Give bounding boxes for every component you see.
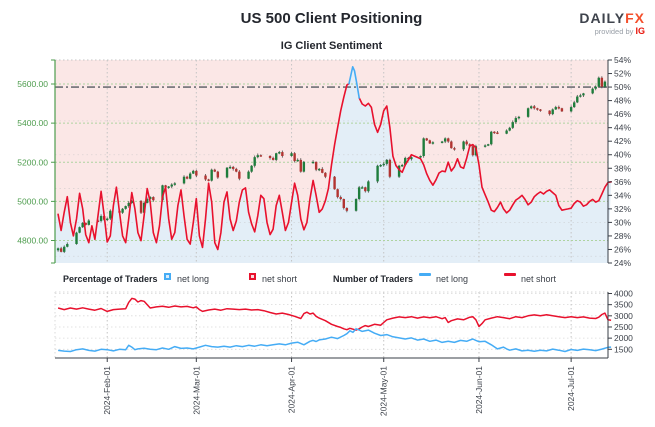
pct-tick-label: 26%: [614, 244, 631, 254]
net-short-pct-line: [358, 97, 612, 214]
net-short-count-line: [57, 297, 612, 331]
net-long-line-swatch[interactable]: [419, 273, 431, 276]
ig-logo: IG: [635, 26, 645, 36]
legend-net-short-pct-label[interactable]: net short: [262, 274, 298, 284]
legend-number-header: Number of Traders: [333, 274, 414, 284]
count-tick-label: 1500: [614, 344, 633, 354]
pct-tick-label: 46%: [614, 109, 631, 119]
net-long-pct-line: [348, 66, 361, 99]
pct-tick-label: 38%: [614, 163, 631, 173]
main-axes: 4800.00 5000.00 5200.00 5400.00 5600.00 24% 26…: [17, 55, 631, 268]
pct-tick-label: 30%: [614, 217, 631, 227]
count-tick-label: 2500: [614, 322, 633, 332]
pct-tick-label: 52%: [614, 69, 631, 79]
dailyfx-logo[interactable]: DAILYFX provided by IG: [579, 10, 645, 38]
pct-tick-label: 40%: [614, 150, 631, 160]
pct-tick-label: 24%: [614, 258, 631, 268]
pct-tick-label: 42%: [614, 136, 631, 146]
page-title: US 500 Client Positioning: [240, 10, 423, 27]
price-tick-label: 5600.00: [17, 79, 48, 89]
pct-tick-label: 48%: [614, 96, 631, 106]
date-tick-label: 2024-Jun-01: [474, 366, 484, 414]
count-tick-label: 3000: [614, 311, 633, 321]
legend-net-short-count-label[interactable]: net short: [521, 274, 557, 284]
legend-percentage-header: Percentage of Traders: [63, 274, 158, 284]
price-tick-label: 5200.00: [17, 157, 48, 167]
pct-tick-label: 36%: [614, 177, 631, 187]
pct-tick-label: 50%: [614, 82, 631, 92]
dailyfx-wordmark: DAILYFX: [579, 10, 645, 26]
count-tick-label: 4000: [614, 289, 633, 299]
count-tick-label: 3500: [614, 300, 633, 310]
price-tick-label: 5000.00: [17, 196, 48, 206]
pct-tick-label: 28%: [614, 231, 631, 241]
date-tick-label: 2024-Mar-01: [191, 366, 201, 415]
price-tick-label: 4800.00: [17, 236, 48, 246]
pct-tick-label: 54%: [614, 55, 631, 65]
net-short-square-swatch[interactable]: [249, 273, 256, 280]
count-tick-label: 2000: [614, 333, 633, 343]
net-long-square-swatch[interactable]: [164, 273, 171, 280]
date-tick-label: 2024-Jul-01: [566, 366, 576, 411]
provided-by-ig: provided by IG: [594, 26, 645, 36]
legend-net-long-pct-label[interactable]: net long: [177, 274, 210, 284]
date-tick-label: 2024-Apr-01: [287, 366, 297, 414]
number-of-traders-chart: [54, 291, 612, 358]
net-short-pct-line: [57, 82, 350, 251]
pct-tick-label: 44%: [614, 123, 631, 133]
chart-subtitle: IG Client Sentiment: [280, 40, 383, 52]
net-long-count-line: [58, 328, 612, 353]
pct-tick-label: 34%: [614, 190, 631, 200]
legend-row: Percentage of Traders net long net short…: [0, 273, 655, 287]
date-tick-label: 2024-May-01: [379, 366, 389, 416]
net-long-area-fill[interactable]: [55, 66, 612, 263]
date-tick-label: 2024-Feb-01: [102, 366, 112, 415]
legend-net-long-count-label[interactable]: net long: [436, 274, 469, 284]
price-tick-label: 5400.00: [17, 118, 48, 128]
net-short-line-swatch[interactable]: [504, 273, 516, 276]
pct-tick-label: 32%: [614, 204, 631, 214]
